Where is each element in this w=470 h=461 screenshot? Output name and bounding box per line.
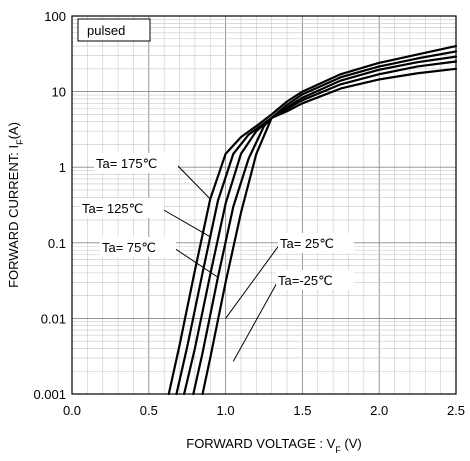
y-tick-label: 100 <box>44 9 66 24</box>
annotation-bg <box>94 153 178 173</box>
y-axis-label-unit: (A) <box>6 122 21 139</box>
x-tick-label: 2.0 <box>370 403 388 418</box>
annotation-leader <box>232 280 279 362</box>
x-axis-label: FORWARD VOLTAGE : VF (V) <box>186 436 362 455</box>
x-tick-label: 1.5 <box>293 403 311 418</box>
x-tick-label: 0.5 <box>140 403 158 418</box>
series-line <box>183 55 458 396</box>
x-tick-label: 1.0 <box>217 403 235 418</box>
y-tick-label: 1 <box>59 160 66 175</box>
x-tick-label: 2.5 <box>447 403 465 418</box>
annotation-leader <box>175 163 211 200</box>
annotation-label: Ta= 25℃ <box>280 236 334 251</box>
series-line <box>201 67 458 396</box>
series-line <box>192 60 458 396</box>
x-axis-label-unit: (V) <box>341 436 362 451</box>
x-tick-label: 0.0 <box>63 403 81 418</box>
tick-labels: 0.0 0.5 1.0 1.5 2.0 2.5 0.001 0.01 0.1 1 10 100 <box>33 9 465 418</box>
annotation-leader <box>173 247 219 278</box>
y-tick-label: 0.001 <box>33 387 66 402</box>
plot-frame <box>71 15 457 395</box>
annotation-bg <box>100 237 176 257</box>
series-line <box>175 50 458 396</box>
y-axis-label-sub: F <box>15 139 25 145</box>
y-tick-label: 0.1 <box>48 236 66 251</box>
annotation-bg <box>278 233 354 253</box>
annotation-bg <box>80 198 164 218</box>
series-line <box>167 44 458 396</box>
annotation-leader <box>161 208 211 238</box>
y-tick-label: 0.01 <box>41 311 66 326</box>
y-tick-label: 10 <box>52 85 66 100</box>
annotation-label: Ta= 175℃ <box>96 156 157 171</box>
y-axis-label: FORWARD CURRENT: IF(A) <box>6 122 25 288</box>
grid <box>71 15 457 395</box>
annotation-label: Ta=-25℃ <box>278 273 333 288</box>
annotation-leader <box>225 243 281 319</box>
x-axis-label-sub: F <box>335 445 341 455</box>
annotations: Ta= 175℃ Ta= 125℃ Ta= 75℃ Ta= 25℃ Ta=-25℃ <box>80 153 354 362</box>
annotation-label: Ta= 75℃ <box>102 240 156 255</box>
pulsed-note-text: pulsed <box>87 23 125 38</box>
x-axis-label-main: FORWARD VOLTAGE : V <box>186 436 335 451</box>
y-axis-label-main: FORWARD CURRENT: I <box>6 145 21 288</box>
annotation-label: Ta= 125℃ <box>82 201 143 216</box>
annotation-bg <box>276 270 354 290</box>
curves <box>167 44 458 396</box>
pulsed-note: pulsed <box>77 18 151 42</box>
